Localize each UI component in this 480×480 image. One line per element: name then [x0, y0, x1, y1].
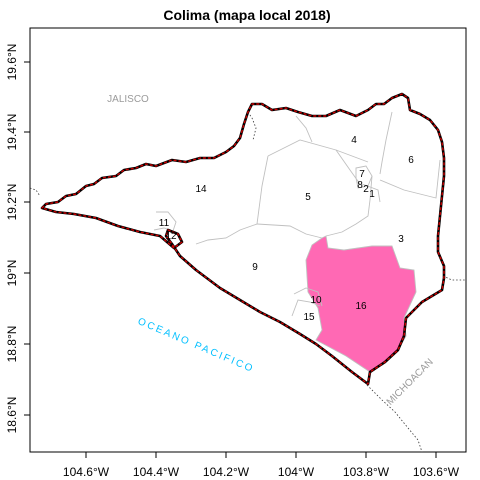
state-outline-red — [41, 93, 445, 385]
region-label-6: 6 — [408, 155, 414, 166]
district-line — [361, 183, 381, 203]
y-tick-label: 19°N — [5, 260, 19, 287]
jalisco-label: JALISCO — [107, 94, 149, 105]
region-label-3: 3 — [398, 234, 404, 245]
district-line — [156, 211, 177, 235]
y-tick-label: 19.6°N — [5, 44, 19, 81]
region-label-16: 16 — [355, 301, 367, 312]
district-line — [291, 299, 321, 317]
region-label-11: 11 — [159, 218, 170, 229]
district-line — [379, 159, 441, 199]
district-line — [256, 223, 323, 239]
plot-frame — [29, 27, 467, 453]
x-tick-label: 104°W — [278, 465, 315, 479]
x-axis: 104.6°W 104.4°W 104.2°W 104°W 103.8°W 10… — [63, 452, 460, 479]
region-label-2: 2 — [363, 184, 369, 195]
michoacan-border-south — [366, 384, 423, 453]
region-label-1: 1 — [369, 189, 375, 200]
x-tick-label: 104.2°W — [203, 465, 250, 479]
district-line — [379, 111, 393, 175]
y-tick-label: 18.8°N — [5, 326, 19, 363]
region-label-14: 14 — [195, 184, 207, 195]
district-line — [295, 115, 313, 143]
michoacan-border-east — [442, 275, 466, 281]
region-label-12: 12 — [165, 231, 177, 242]
x-tick-label: 103.8°W — [343, 465, 390, 479]
jalisco-border-west — [29, 187, 41, 197]
district-line — [293, 287, 323, 307]
x-tick-label: 103.6°W — [413, 465, 460, 479]
y-tick-label: 18.6°N — [5, 397, 19, 434]
district-line — [325, 175, 373, 237]
region-label-4: 4 — [351, 135, 357, 146]
region-label-9: 9 — [252, 262, 258, 273]
y-tick-label: 19.2°N — [5, 184, 19, 221]
x-tick-label: 104.4°W — [133, 465, 180, 479]
region-label-15: 15 — [303, 312, 315, 323]
map-title: Colima (mapa local 2018) — [163, 7, 330, 23]
jalisco-border — [247, 111, 257, 141]
y-axis: 18.6°N 18.8°N 19°N 19.2°N 19.4°N 19.6°N — [5, 44, 30, 434]
michoacan-label: MICHOACAN — [385, 357, 436, 408]
district-line — [195, 155, 269, 245]
region-label-10: 10 — [310, 295, 322, 306]
ocean-label: OCEANO PACIFICO — [136, 316, 256, 375]
district-line — [267, 139, 369, 163]
x-tick-label: 104.6°W — [63, 465, 110, 479]
region-label-8: 8 — [357, 180, 363, 191]
y-tick-label: 19.4°N — [5, 114, 19, 151]
region-label-5: 5 — [305, 192, 311, 203]
region-16-shape[interactable] — [305, 235, 417, 373]
region-label-7: 7 — [359, 169, 365, 180]
